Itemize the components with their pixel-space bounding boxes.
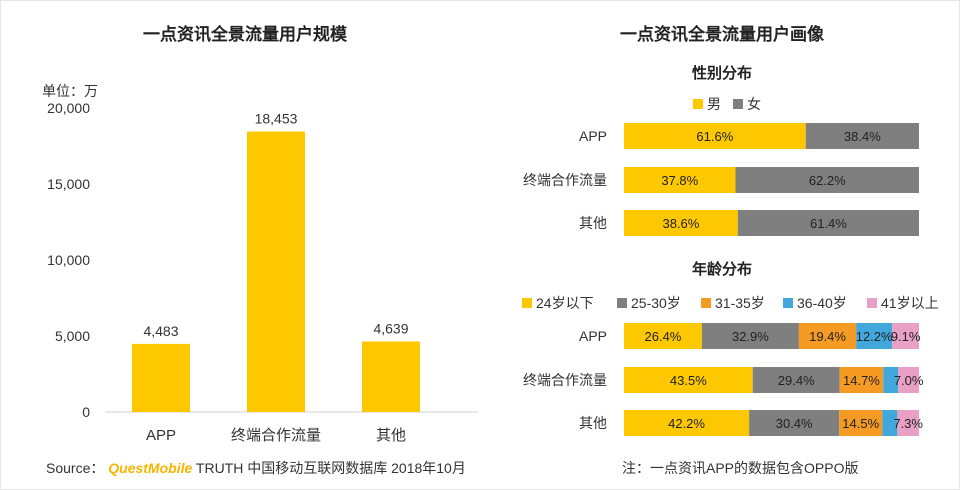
legend-label: 24岁以下	[536, 295, 594, 311]
stacked-segment	[624, 167, 736, 193]
y-tick-label: 5,000	[55, 328, 90, 344]
stacked-segment	[897, 410, 919, 436]
stacked-segment	[752, 367, 840, 393]
segment-value-label: 7.3%	[893, 416, 923, 431]
stacked-segment	[624, 123, 806, 149]
unit-label: 单位：万	[42, 83, 98, 99]
legend-swatch	[522, 298, 532, 308]
right-chart-title: 一点资讯全景流量用户画像	[620, 24, 825, 44]
segment-value-label: 42.2%	[668, 416, 705, 431]
questmobile-logo: QuestMobile	[108, 460, 193, 476]
legend-swatch	[701, 298, 711, 308]
segment-value-label: 26.4%	[645, 329, 682, 344]
row-category-label: 终端合作流量	[523, 172, 607, 188]
footnote: 注：一点资讯APP的数据包含OPPO版	[622, 460, 859, 476]
segment-value-label: 29.4%	[778, 373, 815, 388]
gender-subtitle: 性别分布	[692, 64, 752, 82]
legend-label: 41岁以上	[881, 295, 939, 311]
legend-swatch	[733, 99, 743, 109]
segment-value-label: 61.4%	[810, 216, 847, 231]
segment-value-label: 62.2%	[809, 173, 846, 188]
y-tick-label: 10,000	[47, 252, 90, 268]
y-tick-label: 15,000	[47, 176, 90, 192]
stacked-segment	[882, 410, 898, 436]
row-category-label: 终端合作流量	[523, 372, 607, 388]
stacked-segment	[798, 323, 857, 349]
segment-value-label: 12.2%	[856, 329, 893, 344]
segment-value-label: 30.4%	[776, 416, 813, 431]
segment-value-label: 43.5%	[670, 373, 707, 388]
bar-value-label: 18,453	[255, 111, 298, 127]
segment-value-label: 7.0%	[894, 373, 924, 388]
stacked-segment	[856, 323, 893, 349]
segment-value-label: 61.6%	[696, 129, 733, 144]
row-category-label: 其他	[579, 215, 607, 231]
bar	[362, 341, 420, 412]
stacked-segment	[737, 210, 919, 236]
stacked-segment	[898, 367, 919, 393]
stacked-segment	[883, 367, 899, 393]
y-tick-label: 0	[82, 404, 90, 420]
stacked-segment	[624, 367, 753, 393]
legend-swatch	[783, 298, 793, 308]
legend-label: 25-30岁	[631, 295, 681, 311]
segment-value-label: 14.7%	[843, 373, 880, 388]
stacked-segment	[892, 323, 919, 349]
segment-value-label: 9.1%	[891, 329, 921, 344]
stacked-segment	[624, 210, 738, 236]
segment-value-label: 19.4%	[809, 329, 846, 344]
bar-value-label: 4,483	[143, 323, 178, 339]
stacked-segment	[624, 323, 702, 349]
stacked-segment	[805, 123, 919, 149]
x-category-label: APP	[146, 427, 176, 444]
y-tick-label: 20,000	[47, 100, 90, 116]
x-category-label: 终端合作流量	[231, 427, 321, 444]
segment-value-label: 14.5%	[842, 416, 879, 431]
bar-value-label: 4,639	[373, 320, 408, 336]
row-category-label: APP	[579, 128, 607, 144]
row-category-label: 其他	[579, 415, 607, 431]
legend-label: 31-35岁	[715, 295, 765, 311]
segment-value-label: 32.9%	[732, 329, 769, 344]
segment-value-label: 38.6%	[662, 216, 699, 231]
stacked-segment	[735, 167, 919, 193]
stacked-segment	[749, 410, 840, 436]
stacked-segment	[701, 323, 799, 349]
stacked-segment	[624, 410, 750, 436]
stacked-segment	[839, 410, 883, 436]
stacked-segment	[839, 367, 884, 393]
bar	[247, 131, 305, 412]
legend-swatch	[617, 298, 627, 308]
row-category-label: APP	[579, 328, 607, 344]
segment-value-label: 37.8%	[661, 173, 698, 188]
x-category-label: 其他	[376, 427, 406, 444]
source-prefix: Source：	[46, 460, 105, 476]
legend-swatch	[693, 99, 703, 109]
segment-value-label: 38.4%	[844, 129, 881, 144]
source-footer: Source： QuestMobile TRUTH 中国移动互联网数据库 201…	[46, 458, 466, 478]
legend-label: 36-40岁	[797, 295, 847, 311]
bar	[132, 343, 190, 412]
legend-label: 女	[747, 96, 761, 112]
legend-swatch	[867, 298, 877, 308]
legend-label: 男	[707, 96, 721, 112]
age-subtitle: 年龄分布	[692, 260, 752, 278]
left-chart-title: 一点资讯全景流量用户规模	[143, 24, 348, 44]
source-text: TRUTH 中国移动互联网数据库 2018年10月	[195, 460, 466, 476]
